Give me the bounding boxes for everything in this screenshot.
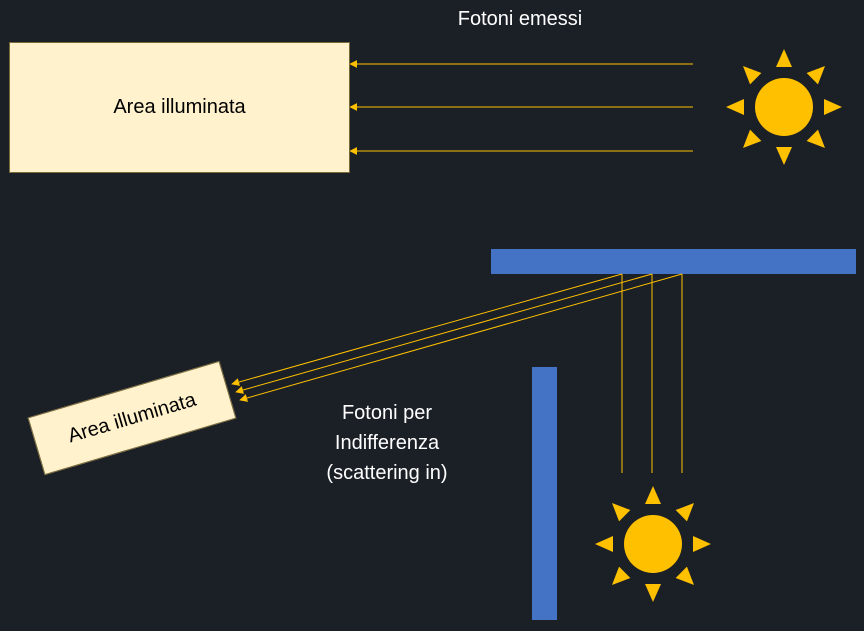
scattered-ray-diagonal xyxy=(239,273,683,402)
caption-line: Indifferenza xyxy=(334,432,440,454)
illuminated-area-label: Area illuminata xyxy=(113,96,246,118)
direct-rays xyxy=(349,60,693,155)
caption-line: (scattering in) xyxy=(326,462,448,484)
vertical-wall xyxy=(532,367,557,620)
emitted-photons-title: Fotoni emessi xyxy=(457,8,583,30)
sun-icon xyxy=(726,49,842,165)
scattered-ray-diagonal xyxy=(235,273,653,394)
scattered-rays xyxy=(231,273,683,473)
scattering-caption: Fotoni per Indifferenza (scattering in) xyxy=(307,398,467,488)
caption-line: Fotoni per xyxy=(341,402,433,424)
sun-icon xyxy=(595,486,711,602)
horizontal-wall xyxy=(491,249,856,274)
illuminated-area-top: Area illuminata xyxy=(9,42,350,173)
scattered-ray-diagonal xyxy=(231,273,623,386)
